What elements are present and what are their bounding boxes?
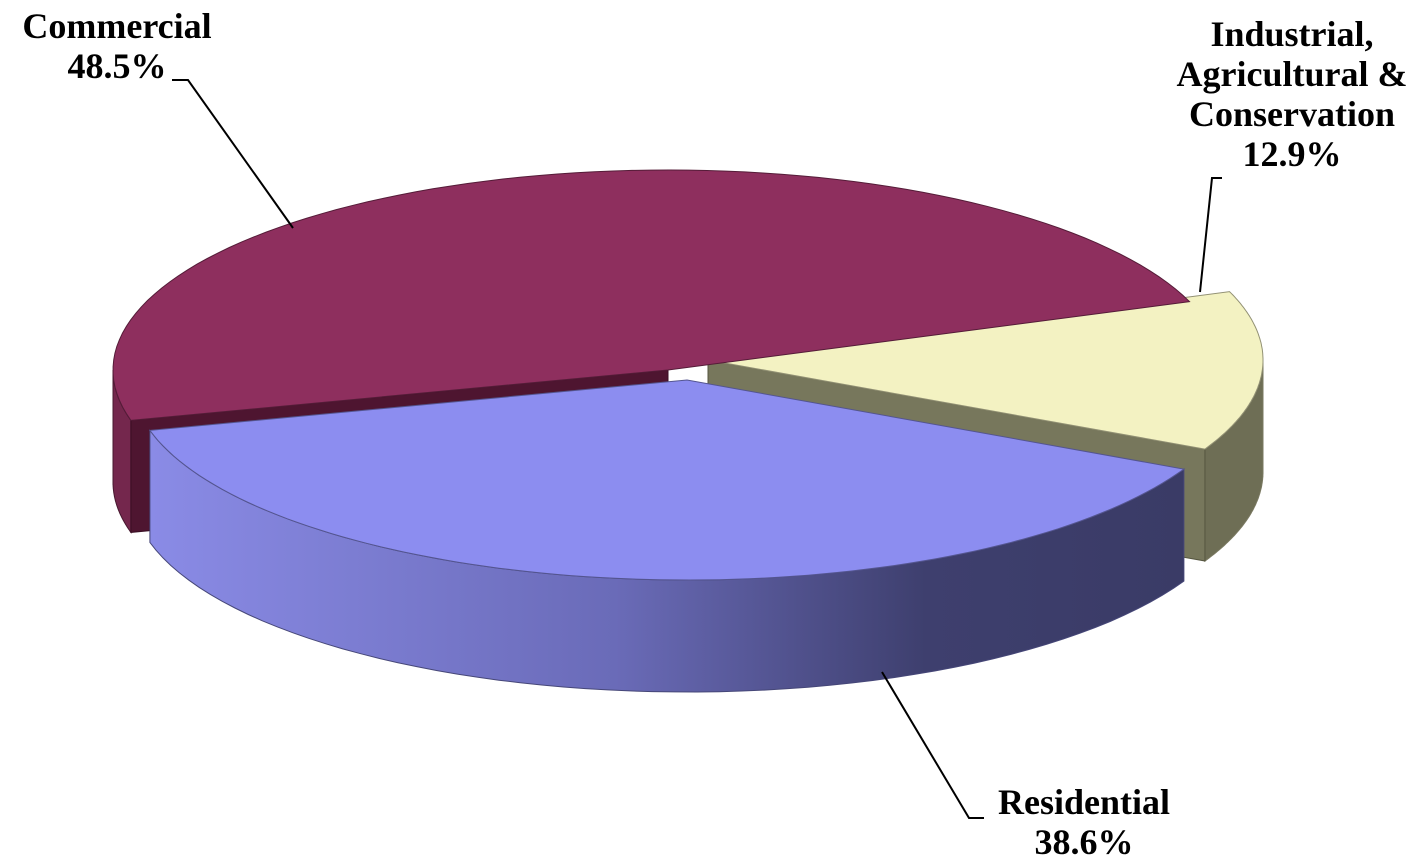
slice-commercial-top	[112, 169, 1191, 421]
slice-industrial-top	[707, 291, 1264, 450]
residential-leader-line	[881, 671, 984, 819]
industrial-label: Industrial, Agricultural & Conservation …	[1170, 14, 1414, 174]
pie-slices	[112, 169, 1264, 693]
industrial-label-value: 12.9%	[1242, 134, 1342, 174]
leader-lines	[172, 79, 1222, 819]
residential-label-name: Residential	[997, 782, 1170, 822]
commercial-label-value: 48.5%	[67, 46, 167, 86]
commercial-label: Commercial 48.5%	[8, 6, 226, 86]
industrial-label-line-3: Conservation	[1189, 94, 1395, 134]
slice-residential-top	[148, 379, 1186, 581]
commercial-label-name: Commercial	[22, 6, 212, 46]
residential-label: Residential 38.6%	[984, 782, 1184, 862]
industrial-label-line-1: Industrial,	[1210, 14, 1374, 54]
commercial-leader-line	[172, 79, 294, 229]
industrial-label-line-2: Agricultural &	[1176, 54, 1408, 94]
industrial-leader-line	[1199, 177, 1222, 293]
slice-residential	[148, 379, 1186, 693]
residential-label-value: 38.6%	[1034, 822, 1134, 862]
